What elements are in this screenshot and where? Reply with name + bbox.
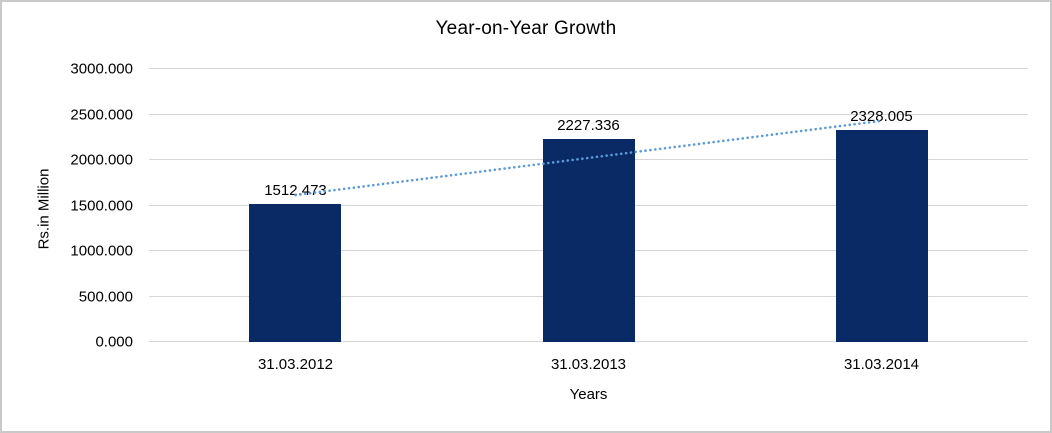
x-tick-label: 31.03.2014 [843,356,920,373]
y-tick-label: 2500.000 [70,106,133,123]
bar [835,130,928,342]
x-tick-label: 31.03.2012 [257,356,334,373]
y-tick-label: 0.000 [95,333,133,351]
bar-value-label: 2227.336 [557,117,620,135]
y-tick-label: 2000.000 [70,151,133,169]
bar-value-label: 2328.005 [850,108,913,126]
y-tick-label: 500.000 [78,288,133,305]
y-tick-label: 1000.000 [70,242,133,260]
bar-value-label: 1512.473 [264,182,327,200]
bar [249,204,342,342]
gridline [149,113,1028,115]
trendline [294,119,883,197]
chart-title: Year-on-Year Growth [435,18,617,39]
y-axis-tick-labels: 0.000 500.000 1000.000 1500.000 2000.000 2500… [2,62,133,350]
x-tick-label: 31.03.2013 [550,356,627,373]
y-tick-label: 1500.000 [70,197,133,214]
trendline-path [294,119,883,197]
plot-area: 1512.473 2227.336 2328.005 [149,68,1028,342]
y-tick-label: 3000.000 [70,60,133,78]
x-axis-tick-labels: 31.03.2012 31.03.2013 31.03.2014 [149,356,1028,373]
gridline [149,68,1028,69]
bar [542,139,635,342]
x-axis-title: Years [569,386,608,403]
